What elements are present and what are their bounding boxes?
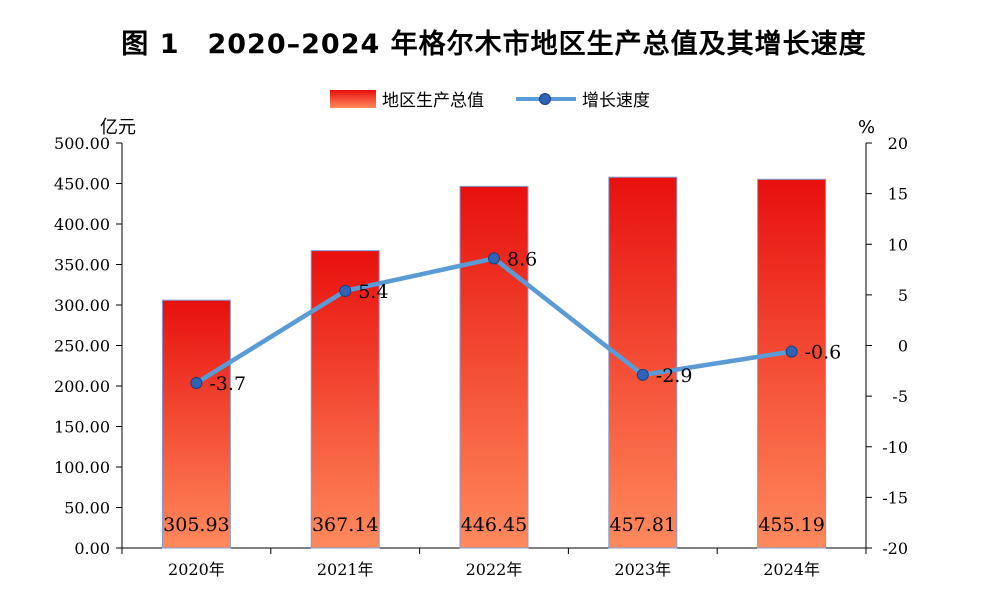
y-left-tick-label: 200.00 [54,377,110,396]
growth-point [636,368,649,381]
x-tick-label: 2021年 [317,560,374,579]
y-right-tick-label: 10 [888,235,908,254]
bar [459,185,529,549]
y-left-tick-label: 50.00 [64,499,110,518]
growth-data-label: -2.9 [656,365,693,387]
legend-line-swatch [516,90,576,108]
bar [310,250,380,549]
growth-data-label: 5.4 [358,281,388,303]
y-left-tick-label: 300.00 [54,296,110,315]
legend-item-gdp: 地区生产总值 [330,86,484,111]
y-left-unit: 亿元 [100,117,136,138]
x-tick-label: 2020年 [168,560,225,579]
bar [608,176,678,549]
y-left-tick-label: 150.00 [54,418,110,437]
y-left-tick-label: 250.00 [54,337,110,356]
y-right-tick-label: 20 [888,134,908,153]
growth-data-label: -0.6 [805,342,842,364]
growth-data-label: 8.6 [507,248,537,270]
y-left-tick-label: 100.00 [54,458,110,477]
y-left-tick-label: 450.00 [54,175,110,194]
legend-label-growth: 增长速度 [582,91,650,111]
y-right-tick-label: -20 [882,539,908,558]
x-tick-label: 2023年 [614,560,671,579]
y-right-tick-label: 15 [888,185,908,204]
y-left-tick-label: 400.00 [54,215,110,234]
bar-data-label: 305.93 [163,514,229,536]
growth-point [785,345,798,358]
y-left-tick-label: 0.00 [74,539,110,558]
y-left-tick-label: 350.00 [54,256,110,275]
y-right-unit: % [858,117,875,138]
bar-data-label: 455.19 [758,514,824,536]
legend-bar-swatch [330,89,376,108]
y-right-tick-label: 0 [898,337,908,356]
bar [161,299,231,549]
y-right-tick-label: -10 [882,438,908,457]
legend-label-gdp: 地区生产总值 [382,91,484,111]
x-tick-label: 2024年 [763,560,820,579]
y-right-tick-label: -5 [892,387,908,406]
growth-point [190,376,203,389]
growth-point [339,284,352,297]
y-left-tick-label: 500.00 [54,134,110,153]
bar-data-label: 457.81 [610,514,676,536]
chart-title: 图 1 2020–2024 年格尔木市地区生产总值及其增长速度 [121,29,867,60]
growth-point [488,252,500,265]
legend-item-growth: 增长速度 [516,86,650,111]
growth-data-label: -3.7 [209,373,246,395]
bar-data-label: 367.14 [312,514,378,536]
y-right-tick-label: 5 [898,286,908,305]
bar-data-label: 446.45 [461,514,527,536]
bar [757,178,827,549]
x-tick-label: 2022年 [466,560,523,579]
y-right-tick-label: -15 [882,488,908,507]
